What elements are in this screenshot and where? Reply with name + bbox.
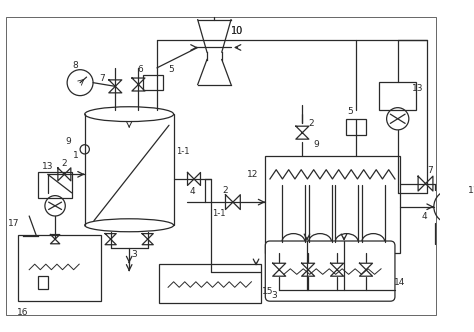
FancyBboxPatch shape — [265, 241, 395, 301]
Text: 14: 14 — [394, 278, 405, 287]
Text: 2: 2 — [223, 186, 228, 195]
Text: 15: 15 — [262, 288, 274, 296]
Bar — [379, 82, 416, 110]
Text: 1: 1 — [73, 151, 78, 160]
Text: 12: 12 — [246, 170, 258, 179]
Text: 2: 2 — [309, 119, 314, 128]
Text: 4: 4 — [189, 187, 195, 196]
Text: 5: 5 — [168, 65, 174, 74]
Text: 6: 6 — [137, 65, 143, 74]
Text: 8: 8 — [73, 60, 78, 70]
Bar — [38, 173, 72, 199]
Bar — [143, 75, 164, 90]
Text: 3: 3 — [272, 291, 277, 300]
Bar — [265, 156, 400, 253]
Text: 9: 9 — [65, 137, 71, 146]
Text: 10: 10 — [231, 26, 244, 36]
Text: 13: 13 — [42, 162, 54, 171]
Bar — [465, 198, 474, 216]
Bar — [18, 234, 101, 301]
Bar — [346, 119, 366, 135]
Text: 3: 3 — [131, 250, 137, 259]
Text: 7: 7 — [100, 74, 105, 83]
Text: 10: 10 — [231, 26, 244, 36]
Bar — [159, 264, 261, 303]
Text: 1-1: 1-1 — [212, 209, 226, 218]
Text: 16: 16 — [17, 308, 28, 317]
Text: 17: 17 — [8, 219, 19, 228]
Text: 4: 4 — [422, 211, 428, 220]
Text: 1-1: 1-1 — [176, 147, 190, 156]
Bar — [38, 276, 48, 289]
Text: 9: 9 — [313, 140, 319, 149]
Text: 5: 5 — [347, 107, 354, 116]
Text: 7: 7 — [427, 166, 433, 175]
Text: 13: 13 — [412, 84, 424, 93]
Text: 2: 2 — [62, 159, 67, 168]
Text: 11: 11 — [468, 186, 474, 195]
